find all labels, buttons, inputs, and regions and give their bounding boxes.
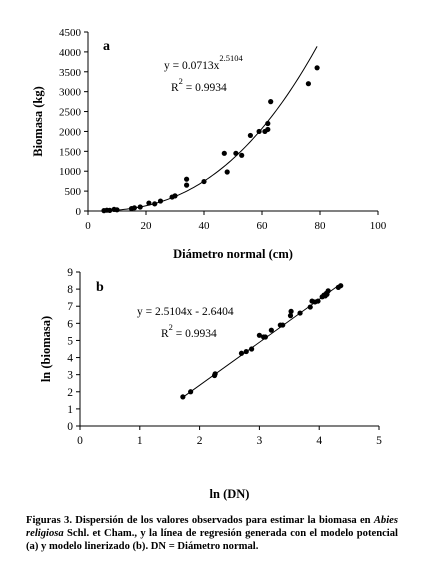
data-point: [114, 207, 120, 213]
y-tick-label: 500: [65, 186, 82, 198]
data-point: [305, 81, 311, 87]
y-tick-label: 4000: [59, 47, 82, 59]
caption-text-1: Dispersión de los valores observados par…: [71, 515, 374, 526]
data-point: [184, 176, 190, 182]
x-tick-label: 1: [137, 435, 143, 447]
data-point: [307, 304, 313, 310]
r-squared-value: = 0.9934: [173, 328, 217, 340]
data-point: [172, 193, 178, 199]
y-tick-label: 9: [67, 267, 73, 279]
data-point: [338, 283, 344, 289]
y-tick-label: 2000: [59, 126, 82, 138]
data-point: [233, 150, 239, 156]
y-tick-label: 2: [67, 387, 73, 399]
data-point: [224, 169, 230, 175]
data-point: [157, 198, 164, 204]
x-tick-label: 60: [257, 220, 269, 232]
y-tick-label: 6: [67, 318, 73, 330]
y-tick-label: 5: [67, 335, 73, 347]
x-tick-label: 5: [376, 435, 382, 447]
y-tick-label: 4: [67, 353, 73, 365]
r-squared-text: R2 = 0.9934: [161, 322, 217, 340]
data-point: [131, 205, 137, 211]
data-point: [238, 350, 245, 356]
panel-label: b: [96, 280, 104, 295]
data-point: [314, 65, 320, 71]
y-tick-label: 7: [67, 301, 73, 313]
equation-exponent: 2.5104: [219, 53, 243, 63]
figure-caption: Figuras 3. Dispersión de los valores obs…: [26, 514, 398, 553]
panel-label: a: [103, 39, 110, 54]
data-point: [268, 99, 274, 105]
data-point: [288, 308, 294, 314]
r-squared-r: R: [161, 328, 169, 340]
x-tick-label: 100: [370, 220, 387, 232]
y-tick-label: 3500: [59, 67, 82, 79]
data-point: [188, 389, 194, 395]
data-point: [325, 288, 331, 294]
r-squared-r: R: [171, 82, 179, 94]
data-point: [146, 200, 152, 206]
y-tick-label: 4500: [59, 27, 82, 39]
data-point: [107, 207, 113, 213]
y-tick-label: 1: [67, 404, 73, 416]
data-point: [221, 150, 227, 156]
data-point: [201, 178, 207, 185]
x-tick-label: 2: [197, 435, 203, 447]
caption-text-2: Schl. et Cham., y la línea de regresión …: [26, 528, 398, 552]
x-axis-label: ln (DN): [210, 487, 250, 501]
chart-a: 0 500 1000 1500 2000 2500 3000 3500 4000 4500 0 20 4…: [31, 27, 387, 261]
x-axis-label: Diámetro normal (cm): [173, 247, 293, 261]
y-tick-label: 1000: [59, 166, 82, 178]
caption-species: Abies religiosa: [26, 515, 398, 539]
y-tick-label: 8: [67, 284, 73, 296]
r-squared-exponent: 2: [169, 322, 173, 332]
x-tick-label: 4: [316, 435, 322, 447]
r-squared-text: R2 = 0.9934: [171, 76, 227, 94]
data-point: [280, 322, 286, 328]
equation-main: y = 0.0713x: [164, 60, 220, 72]
data-point: [239, 152, 245, 158]
data-point: [247, 132, 253, 139]
data-point: [180, 394, 186, 400]
data-point: [249, 346, 255, 352]
equation-text: y = 2.5104x - 2.6404: [137, 306, 234, 318]
r-squared-exponent: 2: [179, 76, 183, 86]
x-tick-label: 0: [85, 220, 91, 232]
data-point: [265, 126, 271, 133]
caption-label: Figuras 3.: [26, 515, 72, 526]
y-tick-label: 0: [67, 421, 73, 433]
data-point: [262, 334, 268, 340]
equation-text: y = 0.0713x2.5104: [164, 53, 244, 72]
y-tick-label: 3: [67, 370, 73, 382]
y-axis-label: ln (biomasa): [39, 316, 53, 382]
chart-b: 0 1 2 3 4 5 6 7 8 9 0 1 2 3 4 5 b ln (DN) ln (biomasa) y = …: [39, 267, 382, 501]
x-tick-label: 0: [77, 435, 83, 447]
data-point: [287, 313, 294, 319]
x-tick-label: 20: [141, 220, 153, 232]
r-squared-value: = 0.9934: [183, 82, 227, 94]
data-point: [315, 298, 321, 304]
data-point: [256, 128, 262, 135]
data-point: [297, 310, 303, 316]
y-tick-label: 1500: [59, 146, 82, 158]
data-point: [243, 348, 249, 355]
data-point: [137, 204, 143, 210]
y-tick-label: 2500: [59, 107, 82, 119]
y-tick-label: 0: [76, 206, 82, 218]
data-point: [152, 201, 158, 207]
data-point: [256, 332, 262, 338]
data-point: [212, 371, 218, 377]
data-point: [268, 327, 274, 333]
x-tick-label: 80: [315, 220, 327, 232]
data-point: [184, 182, 190, 188]
equation-main: y = 2.5104x - 2.6404: [137, 306, 234, 318]
y-axis-label: Biomasa (kg): [31, 86, 45, 157]
data-point: [265, 120, 271, 127]
y-tick-label: 3000: [59, 87, 82, 99]
x-tick-label: 40: [199, 220, 211, 232]
x-tick-label: 3: [257, 435, 263, 447]
